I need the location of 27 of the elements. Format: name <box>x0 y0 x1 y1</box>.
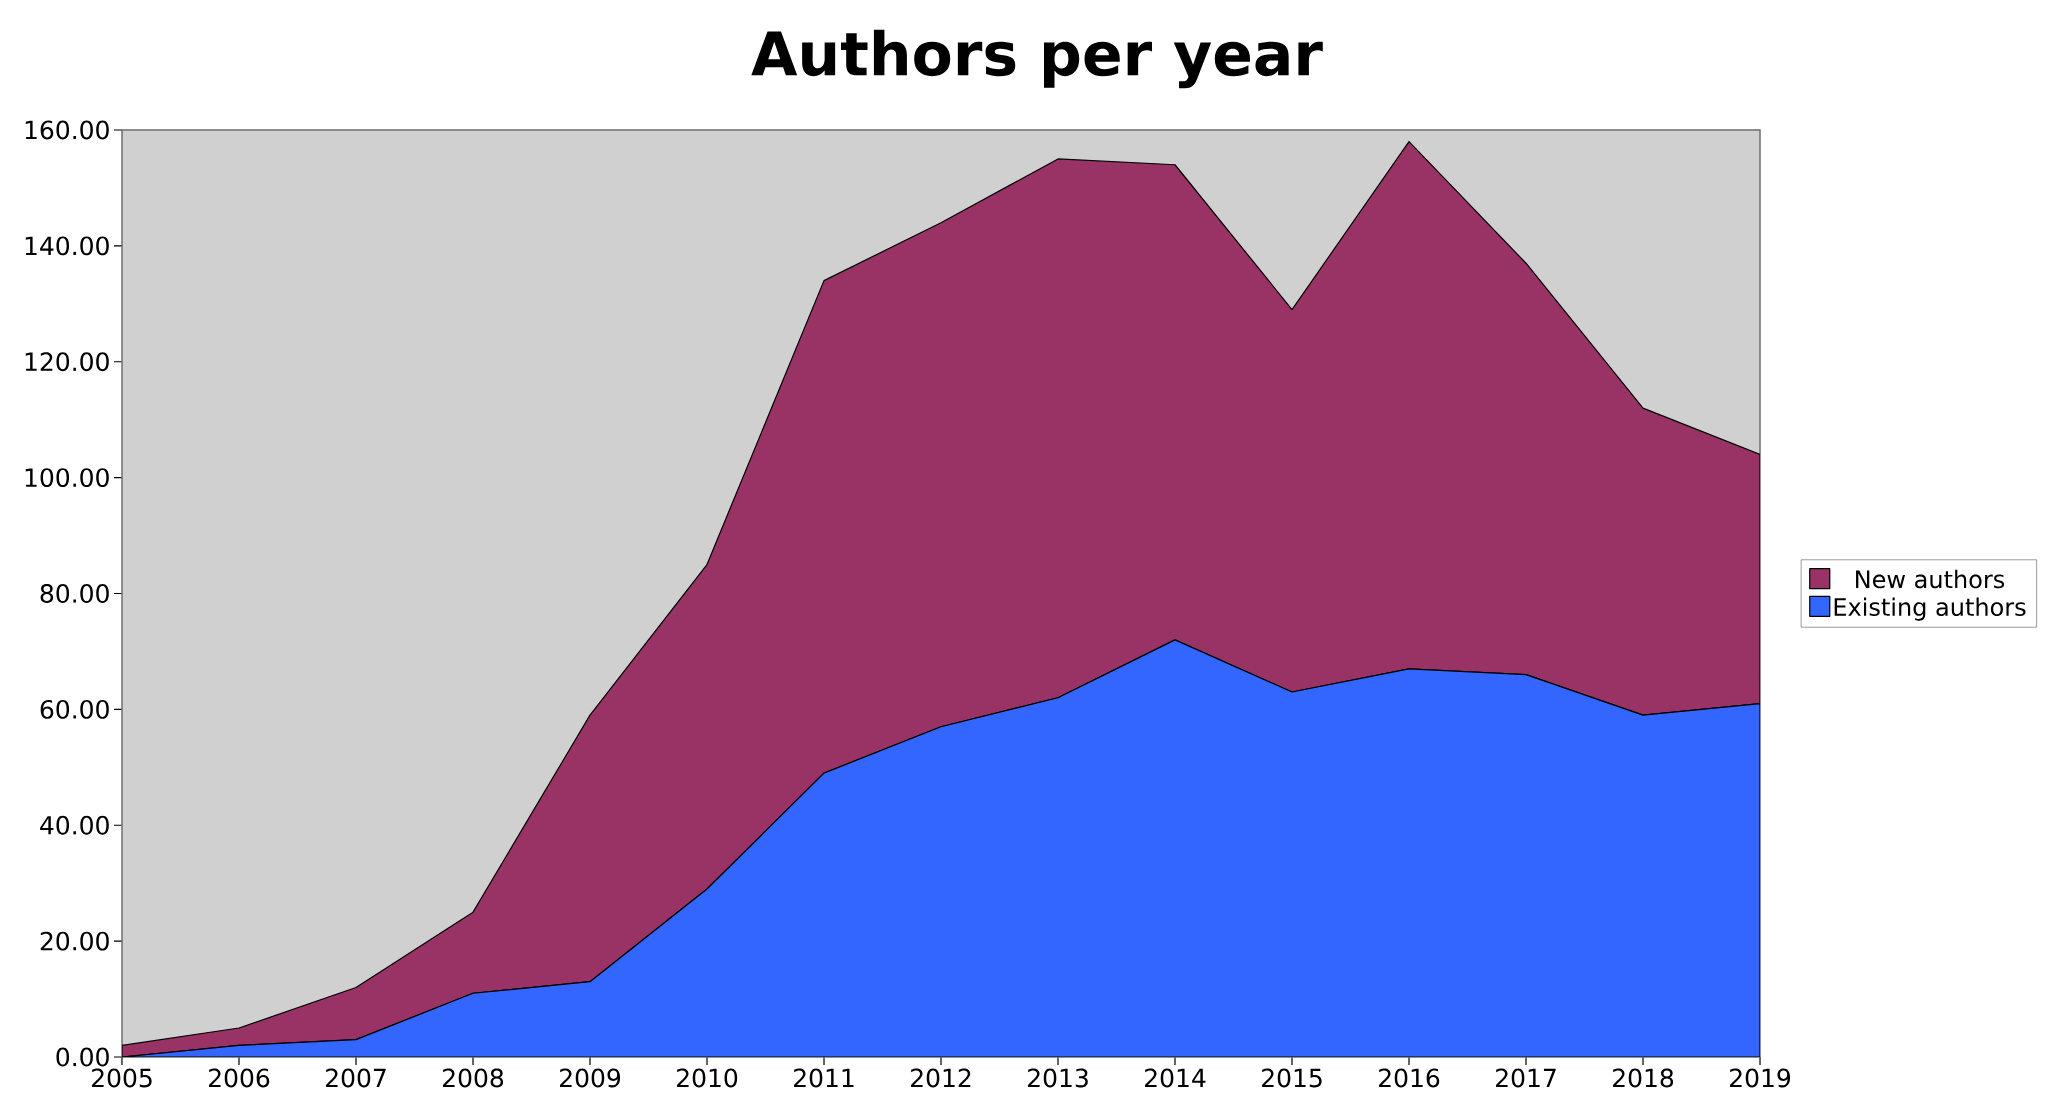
y-tick-label: 160.00 <box>25 120 109 140</box>
x-tick-label: 2012 <box>911 1068 971 1088</box>
x-tick-label: 2013 <box>1028 1068 1088 1088</box>
x-tick-label: 2005 <box>92 1068 152 1088</box>
y-tick-label: 0.00 <box>56 1047 109 1067</box>
chart-title: Authors per year <box>751 29 1323 89</box>
y-tick-label: 60.00 <box>40 699 109 719</box>
x-tick-label: 2017 <box>1496 1068 1556 1088</box>
y-tick-label: 40.00 <box>40 815 109 835</box>
legend-label: Existing authors <box>1834 597 2026 621</box>
legend-label: New authors <box>1856 569 2005 589</box>
y-tick-label: 80.00 <box>40 584 109 603</box>
y-tick-label: 120.00 <box>25 352 109 372</box>
x-tick-label: 2010 <box>677 1068 738 1088</box>
y-tick-label: 140.00 <box>25 236 109 256</box>
x-tick-label: 2015 <box>1262 1068 1322 1088</box>
x-tick-label: 2007 <box>326 1068 386 1088</box>
x-tick-label: 2019 <box>1730 1068 1791 1088</box>
x-tick-label: 2008 <box>443 1068 504 1088</box>
x-tick-label: 2014 <box>1145 1068 1206 1088</box>
y-tick-label: 20.00 <box>40 931 109 951</box>
x-tick-label: 2006 <box>209 1068 270 1088</box>
x-tick-label: 2009 <box>560 1068 621 1088</box>
x-tick-label: 2016 <box>1379 1068 1440 1088</box>
y-tick-label: 100.00 <box>25 468 109 488</box>
x-tick-label: 2018 <box>1613 1068 1674 1088</box>
x-tick-label: 2011 <box>794 1068 854 1088</box>
